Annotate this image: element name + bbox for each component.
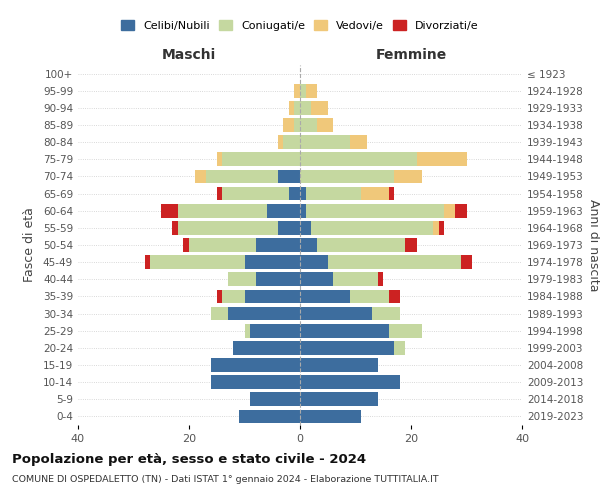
Bar xyxy=(222,152,300,166)
Bar xyxy=(300,358,378,372)
Bar xyxy=(300,186,305,200)
Bar xyxy=(300,341,394,354)
Bar xyxy=(300,290,350,304)
Bar xyxy=(194,170,206,183)
Bar xyxy=(189,238,256,252)
Bar xyxy=(295,84,300,98)
Bar xyxy=(317,118,334,132)
Bar xyxy=(206,170,278,183)
Bar xyxy=(256,272,300,286)
Bar xyxy=(317,238,406,252)
Bar xyxy=(233,341,300,354)
Bar xyxy=(455,204,467,218)
Bar xyxy=(217,186,222,200)
Bar xyxy=(334,272,378,286)
Bar xyxy=(461,256,472,269)
Bar xyxy=(245,290,300,304)
Bar xyxy=(300,306,372,320)
Bar xyxy=(295,118,300,132)
Bar xyxy=(300,118,317,132)
Bar xyxy=(256,238,300,252)
Bar xyxy=(300,136,350,149)
Bar xyxy=(250,392,300,406)
Bar xyxy=(217,152,222,166)
Bar xyxy=(300,272,334,286)
Bar xyxy=(211,358,300,372)
Bar xyxy=(406,238,416,252)
Bar xyxy=(278,136,283,149)
Bar xyxy=(378,272,383,286)
Bar xyxy=(300,256,328,269)
Bar xyxy=(250,324,300,338)
Bar xyxy=(300,170,394,183)
Bar xyxy=(266,204,300,218)
Bar xyxy=(278,170,300,183)
Bar xyxy=(350,290,389,304)
Bar xyxy=(311,101,328,114)
Bar xyxy=(300,84,305,98)
Bar xyxy=(328,256,461,269)
Bar xyxy=(372,306,400,320)
Bar xyxy=(300,238,317,252)
Bar xyxy=(178,204,266,218)
Bar xyxy=(161,204,178,218)
Bar xyxy=(300,392,378,406)
Bar xyxy=(394,170,422,183)
Bar xyxy=(228,272,256,286)
Bar xyxy=(305,84,317,98)
Bar xyxy=(350,136,367,149)
Bar xyxy=(300,101,311,114)
Bar xyxy=(300,410,361,424)
Bar xyxy=(300,376,400,389)
Bar xyxy=(245,324,250,338)
Bar xyxy=(361,186,389,200)
Bar xyxy=(283,136,300,149)
Y-axis label: Anni di nascita: Anni di nascita xyxy=(587,198,600,291)
Bar xyxy=(150,256,245,269)
Text: COMUNE DI OSPEDALETTO (TN) - Dati ISTAT 1° gennaio 2024 - Elaborazione TUTTITALI: COMUNE DI OSPEDALETTO (TN) - Dati ISTAT … xyxy=(12,475,439,484)
Bar xyxy=(389,324,422,338)
Bar xyxy=(439,221,444,234)
Bar xyxy=(228,306,300,320)
Bar xyxy=(223,290,245,304)
Bar xyxy=(239,410,300,424)
Bar xyxy=(300,324,389,338)
Bar xyxy=(433,221,439,234)
Bar xyxy=(178,221,278,234)
Text: Popolazione per età, sesso e stato civile - 2024: Popolazione per età, sesso e stato civil… xyxy=(12,452,366,466)
Bar xyxy=(300,204,305,218)
Y-axis label: Fasce di età: Fasce di età xyxy=(23,208,36,282)
Bar xyxy=(311,221,433,234)
Bar xyxy=(184,238,189,252)
Bar xyxy=(289,186,300,200)
Legend: Celibi/Nubili, Coniugati/e, Vedovi/e, Divorziati/e: Celibi/Nubili, Coniugati/e, Vedovi/e, Di… xyxy=(121,20,479,31)
Bar xyxy=(300,221,311,234)
Bar xyxy=(305,204,445,218)
Bar xyxy=(211,376,300,389)
Bar xyxy=(245,256,300,269)
Bar xyxy=(300,152,416,166)
Bar xyxy=(172,221,178,234)
Bar xyxy=(145,256,150,269)
Bar xyxy=(222,186,289,200)
Text: Maschi: Maschi xyxy=(162,48,216,62)
Bar xyxy=(389,290,400,304)
Bar xyxy=(394,341,406,354)
Bar xyxy=(444,204,455,218)
Bar xyxy=(295,101,300,114)
Bar xyxy=(217,290,222,304)
Bar xyxy=(289,101,295,114)
Bar xyxy=(211,306,228,320)
Bar xyxy=(283,118,295,132)
Text: Femmine: Femmine xyxy=(376,48,446,62)
Bar xyxy=(278,221,300,234)
Bar xyxy=(389,186,394,200)
Bar xyxy=(305,186,361,200)
Bar xyxy=(416,152,467,166)
